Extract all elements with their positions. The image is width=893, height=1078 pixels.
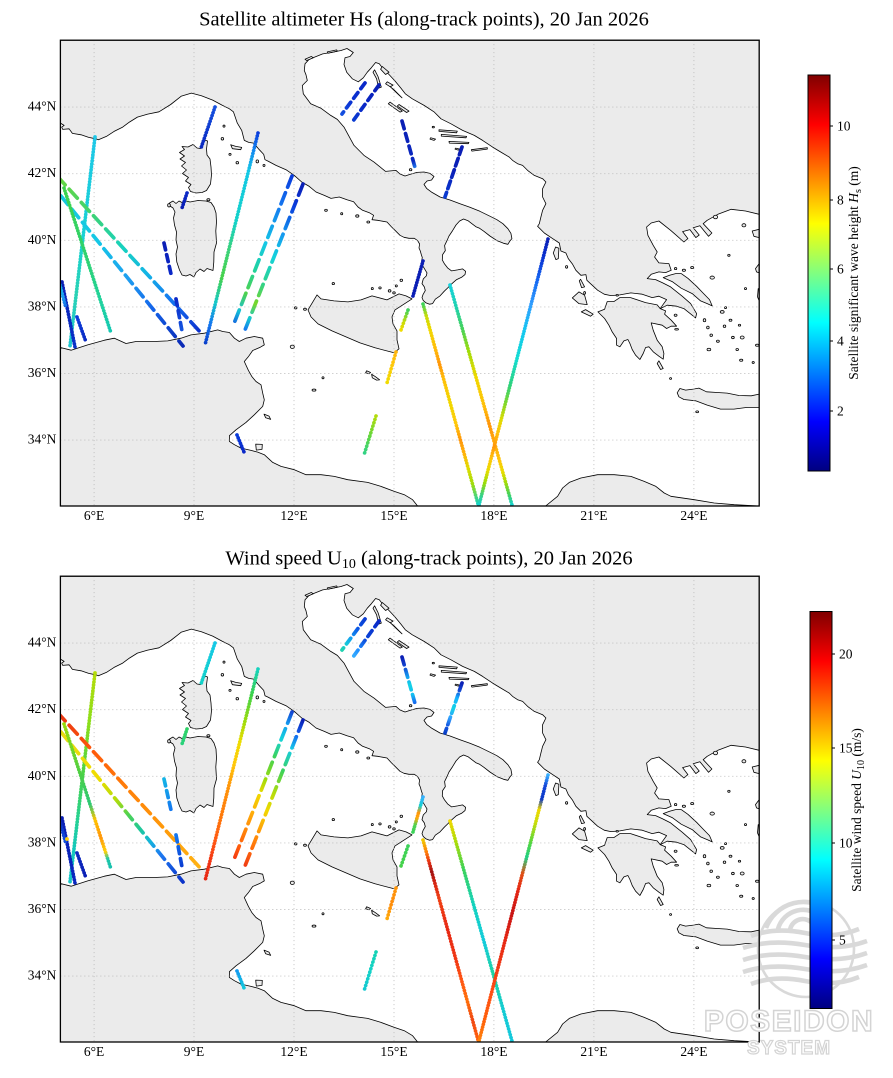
svg-text:9°E: 9°E bbox=[184, 508, 204, 523]
svg-text:Wind speed U10 (along-track po: Wind speed U10 (along-track points), 20 … bbox=[225, 548, 632, 573]
svg-text:24°E: 24°E bbox=[680, 508, 707, 523]
svg-text:18°E: 18°E bbox=[480, 1044, 507, 1059]
svg-text:SYSTEM: SYSTEM bbox=[747, 1038, 831, 1059]
svg-text:38°N: 38°N bbox=[28, 834, 57, 849]
svg-text:18°E: 18°E bbox=[480, 508, 507, 523]
svg-text:34°N: 34°N bbox=[28, 968, 57, 983]
svg-text:44°N: 44°N bbox=[28, 635, 57, 650]
svg-text:40°N: 40°N bbox=[28, 232, 57, 247]
svg-text:44°N: 44°N bbox=[28, 99, 57, 114]
svg-text:6°E: 6°E bbox=[84, 508, 104, 523]
svg-text:21°E: 21°E bbox=[580, 508, 607, 523]
svg-text:6: 6 bbox=[837, 262, 844, 277]
svg-text:Satellite significant wave hei: Satellite significant wave height Hs (m) bbox=[846, 166, 864, 379]
svg-text:2: 2 bbox=[837, 404, 844, 419]
svg-text:9°E: 9°E bbox=[184, 1044, 204, 1059]
svg-text:20: 20 bbox=[839, 647, 853, 662]
svg-text:42°N: 42°N bbox=[28, 165, 57, 180]
svg-text:40°N: 40°N bbox=[28, 768, 57, 783]
svg-text:38°N: 38°N bbox=[28, 298, 57, 313]
svg-text:15°E: 15°E bbox=[380, 508, 407, 523]
svg-text:24°E: 24°E bbox=[680, 1044, 707, 1059]
svg-text:POSEIDON: POSEIDON bbox=[704, 1005, 874, 1038]
svg-text:12°E: 12°E bbox=[280, 508, 307, 523]
svg-text:12°E: 12°E bbox=[280, 1044, 307, 1059]
svg-text:42°N: 42°N bbox=[28, 701, 57, 716]
svg-text:10: 10 bbox=[837, 119, 851, 134]
svg-text:8: 8 bbox=[837, 193, 844, 208]
svg-text:36°N: 36°N bbox=[28, 901, 57, 916]
svg-text:4: 4 bbox=[837, 334, 844, 349]
svg-text:34°N: 34°N bbox=[28, 432, 57, 447]
svg-text:10: 10 bbox=[839, 836, 853, 851]
svg-text:6°E: 6°E bbox=[84, 1044, 104, 1059]
svg-text:36°N: 36°N bbox=[28, 365, 57, 380]
svg-text:15°E: 15°E bbox=[380, 1044, 407, 1059]
svg-text:15: 15 bbox=[839, 741, 853, 756]
svg-text:21°E: 21°E bbox=[580, 1044, 607, 1059]
svg-text:5: 5 bbox=[839, 933, 846, 948]
svg-text:Satellite altimeter Hs (along-: Satellite altimeter Hs (along-track poin… bbox=[199, 9, 649, 31]
